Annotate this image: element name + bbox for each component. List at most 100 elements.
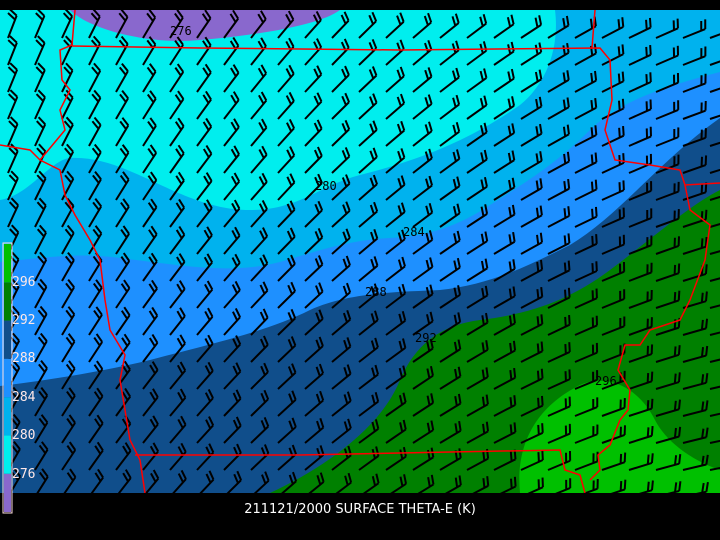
wind-barb [547, 97, 570, 120]
wind-barb [169, 63, 185, 93]
wind-barb [9, 468, 21, 493]
wind-barb [439, 94, 461, 120]
wind-barb [466, 204, 489, 228]
wind-barb [547, 342, 571, 363]
wind-barb [466, 340, 489, 363]
wind-barb [88, 441, 104, 471]
wind-barb [601, 71, 625, 93]
wind-barb [169, 388, 187, 417]
wind-barb [682, 318, 709, 336]
wind-barb [682, 73, 707, 93]
wind-barb [385, 120, 406, 147]
wind-barb [277, 281, 296, 309]
wind-barb [466, 285, 489, 309]
wind-barb [277, 254, 296, 282]
wind-barb [88, 62, 102, 93]
contour-label-284: 284 [403, 225, 425, 239]
wind-barb [142, 252, 158, 282]
contour-label-276: 276 [170, 24, 192, 38]
wind-barb [169, 117, 185, 147]
wind-barb [34, 278, 48, 309]
wind-barb [385, 175, 406, 201]
wind-barb [601, 98, 625, 120]
colorbar-label-288: 288 [12, 351, 35, 366]
wind-barb [412, 284, 434, 309]
wind-barb [331, 364, 352, 390]
colorbar-segment [4, 244, 11, 283]
wind-barb [709, 168, 720, 174]
wind-barb [520, 178, 543, 201]
colorbar-segment [4, 320, 11, 359]
wind-barb [196, 416, 215, 444]
wind-barb [115, 387, 132, 417]
wind-barb [88, 279, 103, 309]
wind-barb [7, 197, 20, 228]
wind-barb [709, 385, 720, 390]
wind-barb [709, 60, 720, 66]
wind-barb [412, 393, 435, 417]
wind-barb [331, 65, 350, 93]
wind-barb [655, 181, 680, 201]
wind-barb [466, 394, 489, 417]
wind-barb [277, 91, 295, 120]
state-boundaries [0, 10, 720, 493]
wind-barb [412, 230, 434, 255]
wind-barb [493, 367, 517, 390]
wind-barb [385, 202, 406, 228]
wind-barb [331, 174, 351, 201]
wind-barb [172, 469, 187, 493]
wind-barb [655, 209, 680, 228]
wind-barb [628, 425, 654, 444]
wind-barb [358, 201, 379, 228]
wind-barb [520, 15, 543, 39]
wind-barb [574, 370, 599, 390]
wind-barb [88, 225, 103, 255]
wind-barb [601, 316, 626, 336]
wind-barb [439, 176, 461, 201]
wind-barb [61, 279, 75, 309]
wind-barb [628, 45, 652, 66]
wind-barb [390, 474, 408, 493]
colorbar-label-292: 292 [12, 313, 35, 328]
wind-barb [304, 92, 323, 120]
wind-barb [358, 283, 379, 309]
wind-barb [574, 152, 598, 174]
wind-barb [88, 387, 104, 417]
wind-barb [142, 90, 157, 120]
wind-barb [655, 453, 682, 471]
wind-barb [169, 280, 186, 309]
wind-barb [88, 116, 102, 147]
wind-barb [493, 422, 517, 444]
wind-barb [115, 10, 129, 39]
wind-barb [304, 309, 324, 336]
wind-barb [223, 335, 242, 363]
wind-barb [682, 454, 709, 471]
wind-barb [358, 364, 380, 390]
wind-barb [493, 68, 515, 93]
wind-barb [574, 179, 598, 201]
wind-barb [250, 199, 268, 228]
wind-barb [88, 198, 103, 228]
wind-barb [223, 91, 240, 120]
wind-barb [88, 414, 104, 444]
wind-barb [682, 155, 708, 174]
wind-barb [304, 173, 323, 201]
wind-barb [520, 395, 544, 417]
colorbar-labels: 296 292 288 284 280 276 [12, 275, 36, 482]
wind-barb [169, 90, 185, 120]
wind-barb [115, 198, 130, 228]
wind-barb [115, 62, 129, 93]
wind-barb [385, 256, 406, 282]
wind-barb [574, 206, 598, 228]
wind-barb [466, 231, 489, 255]
wind-barb [493, 231, 516, 255]
wind-barb [601, 17, 625, 39]
wind-barb [61, 306, 76, 336]
wind-barb [7, 89, 19, 120]
wind-barb [250, 145, 268, 174]
wind-barb [142, 63, 157, 93]
wind-barb [196, 172, 213, 201]
wind-barb [709, 195, 720, 201]
wind-barb [439, 339, 462, 363]
wind-barb [574, 125, 598, 147]
